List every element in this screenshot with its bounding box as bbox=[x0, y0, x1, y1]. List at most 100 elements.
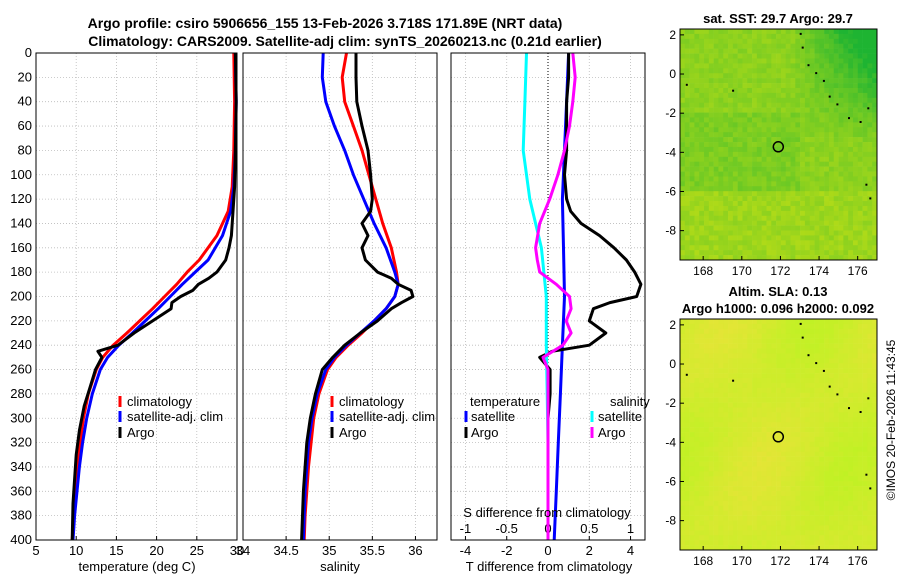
heatmap-cell bbox=[819, 225, 825, 231]
heatmap-cell bbox=[809, 515, 815, 521]
heatmap-cell bbox=[766, 196, 772, 202]
heatmap-cell bbox=[872, 97, 878, 104]
heatmap-cell bbox=[872, 540, 878, 546]
heatmap-cell bbox=[771, 417, 777, 423]
heatmap-cell bbox=[713, 33, 719, 40]
heatmap-cell bbox=[800, 107, 806, 113]
heatmap-cell bbox=[795, 171, 801, 177]
heatmap-cell bbox=[699, 540, 705, 546]
heatmap-cell bbox=[862, 58, 868, 64]
heatmap-cell bbox=[708, 348, 714, 354]
heatmap-cell bbox=[852, 363, 859, 369]
heatmap-cell bbox=[862, 97, 868, 104]
heatmap-cell bbox=[728, 358, 734, 364]
heatmap-cell bbox=[872, 446, 878, 452]
heatmap-cell bbox=[704, 461, 710, 467]
heatmap-cell bbox=[790, 235, 796, 241]
heatmap-cell bbox=[742, 363, 748, 369]
heatmap-cell bbox=[684, 117, 690, 123]
heatmap-cell bbox=[704, 373, 710, 379]
heatmap-cell bbox=[689, 505, 695, 511]
heatmap-cell bbox=[852, 545, 859, 551]
heatmap-cell bbox=[680, 412, 686, 418]
heatmap-cell bbox=[776, 225, 782, 231]
x-tick-label: 170 bbox=[732, 264, 752, 278]
heatmap-cell bbox=[761, 146, 767, 153]
heatmap-cell bbox=[742, 392, 748, 398]
heatmap-cell bbox=[804, 230, 811, 236]
heatmap-cell bbox=[814, 43, 820, 49]
heatmap-cell bbox=[761, 515, 767, 521]
heatmap-cell bbox=[862, 166, 868, 172]
heatmap-cell bbox=[704, 186, 710, 192]
heatmap-cell bbox=[824, 520, 830, 526]
heatmap-cell bbox=[756, 515, 762, 521]
heatmap-cell bbox=[771, 387, 777, 394]
heatmap-cell bbox=[694, 422, 700, 428]
heatmap-cell bbox=[852, 63, 859, 69]
heatmap-cell bbox=[761, 250, 767, 256]
heatmap-cell bbox=[785, 505, 791, 511]
heatmap-cell bbox=[723, 481, 729, 487]
heatmap-cell bbox=[752, 417, 758, 423]
heatmap-cell bbox=[732, 142, 738, 148]
heatmap-cell bbox=[785, 63, 791, 69]
heatmap-cell bbox=[785, 471, 791, 477]
heatmap-cell bbox=[785, 545, 791, 551]
heatmap-cell bbox=[833, 235, 839, 241]
heatmap-cell bbox=[848, 377, 854, 384]
heatmap-cell bbox=[699, 215, 705, 221]
heatmap-cell bbox=[699, 461, 705, 467]
heatmap-cell bbox=[747, 78, 753, 84]
heatmap-cell bbox=[737, 225, 743, 231]
heatmap-cell bbox=[718, 353, 724, 359]
heatmap-cell bbox=[785, 210, 791, 217]
heatmap-cell bbox=[838, 29, 844, 35]
heatmap-cell bbox=[776, 451, 782, 457]
heatmap-cell bbox=[718, 446, 724, 452]
heatmap-cell bbox=[756, 151, 762, 158]
heatmap-cell bbox=[680, 358, 686, 364]
heatmap-cell bbox=[680, 333, 686, 339]
y-tick-label: -2 bbox=[665, 396, 676, 410]
heatmap-cell bbox=[843, 63, 849, 69]
heatmap-cell bbox=[852, 176, 859, 182]
heatmap-cell bbox=[862, 225, 868, 231]
heatmap-cell bbox=[785, 215, 791, 221]
heatmap-cell bbox=[761, 495, 767, 502]
heatmap-cell bbox=[800, 382, 806, 389]
heatmap-cell bbox=[857, 525, 863, 531]
heatmap-cell bbox=[694, 33, 700, 40]
heatmap-cell bbox=[737, 201, 743, 207]
heatmap-cell bbox=[776, 500, 782, 507]
heatmap-cell bbox=[776, 235, 782, 241]
heatmap-cell bbox=[689, 87, 695, 94]
heatmap-cell bbox=[800, 471, 806, 477]
heatmap-cell bbox=[737, 525, 743, 531]
heatmap-cell bbox=[785, 225, 791, 231]
heatmap-cell bbox=[824, 29, 830, 35]
heatmap-cell bbox=[843, 127, 849, 133]
heatmap-cell bbox=[843, 402, 849, 408]
heatmap-cell bbox=[718, 338, 724, 344]
heatmap-cell bbox=[785, 515, 791, 521]
heatmap-cell bbox=[795, 255, 801, 261]
heatmap-cell bbox=[680, 456, 686, 462]
heatmap-cell bbox=[809, 427, 815, 433]
heatmap-cell bbox=[689, 348, 695, 354]
heatmap-cell bbox=[680, 29, 686, 35]
heatmap-cell bbox=[718, 441, 724, 448]
heatmap-cell bbox=[732, 58, 738, 64]
heatmap-cell bbox=[742, 87, 748, 94]
heatmap-cell bbox=[689, 250, 695, 256]
heatmap-cell bbox=[872, 441, 878, 448]
heatmap-cell bbox=[848, 142, 854, 148]
heatmap-cell bbox=[684, 92, 690, 99]
heatmap-cell bbox=[776, 146, 782, 153]
heatmap-cell bbox=[756, 476, 762, 482]
heatmap-cell bbox=[833, 107, 839, 113]
heatmap-cell bbox=[785, 29, 791, 35]
heatmap-cell bbox=[809, 377, 815, 384]
heatmap-cell bbox=[752, 446, 758, 452]
heatmap-cell bbox=[776, 166, 782, 172]
